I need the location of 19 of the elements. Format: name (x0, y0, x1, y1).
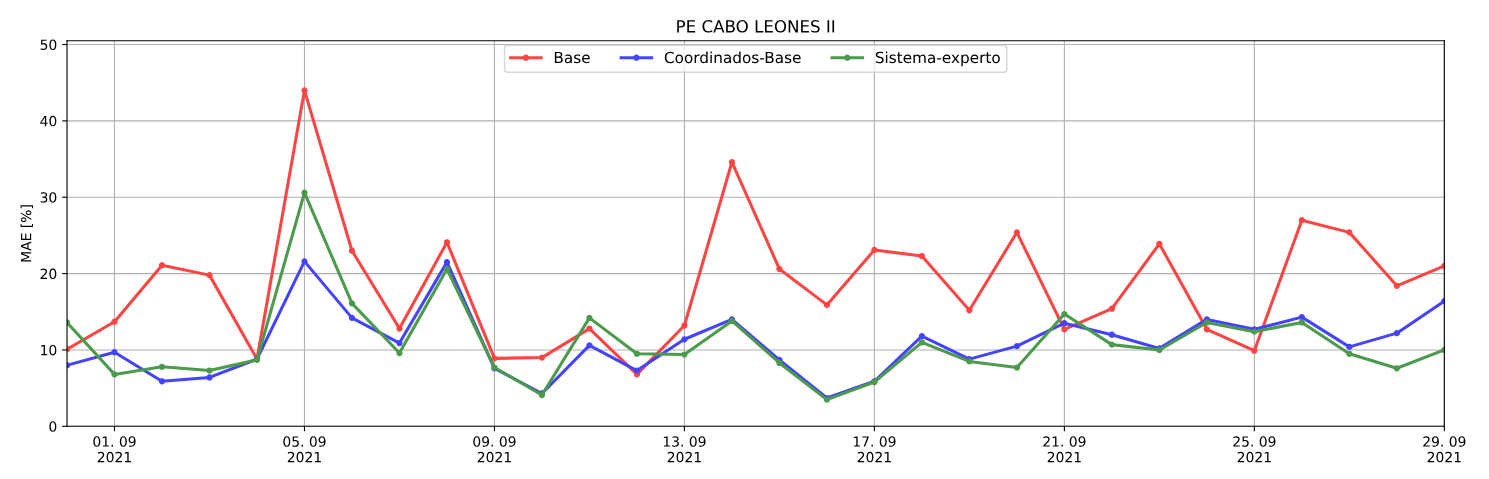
legend-label: Base (554, 51, 590, 64)
x-tick-label: 25. 09 2021 (1233, 436, 1276, 463)
legend-label: Sistema-experto (875, 51, 1000, 67)
x-tick-label: 05. 09 2021 (283, 436, 326, 463)
y-tick-label: 20 (40, 268, 57, 280)
y-tick-label: 10 (41, 344, 57, 356)
y-tick-label: 50 (40, 39, 57, 51)
x-tick-label: 13. 09 2021 (663, 436, 706, 463)
y-tick-label: 40 (40, 115, 57, 127)
y-axis-title: MAE [%] (20, 205, 33, 262)
x-tick-label: 01. 09 2021 (93, 436, 136, 463)
y-tick-label: 0 (49, 421, 57, 432)
legend-label: Coordinados-Base (664, 51, 801, 64)
y-tick-label: 30 (40, 192, 57, 203)
x-tick-label: 09. 09 2021 (473, 436, 516, 463)
x-tick-label: 21. 09 2021 (1043, 436, 1086, 463)
x-tick-label: 17. 09 2021 (853, 436, 896, 463)
chart-title: PE CABO LEONES II (677, 20, 835, 33)
x-tick-label: 29. 09 2021 (1423, 436, 1466, 463)
